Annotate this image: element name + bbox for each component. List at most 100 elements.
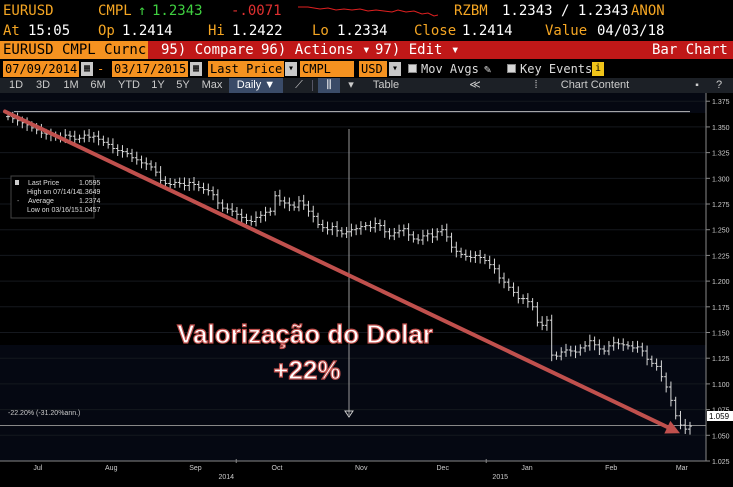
compare-menu[interactable]: 95) Compare: [161, 41, 254, 59]
compare-num: 95): [161, 42, 187, 58]
date-separator: -: [97, 62, 105, 76]
price-bar: [211, 186, 216, 201]
chart-type[interactable]: Bar Chart: [652, 42, 728, 58]
price-bar: [492, 258, 497, 274]
price-bar: [425, 229, 430, 242]
end-date-field[interactable]: 03/17/2015: [112, 61, 188, 77]
calendar-icon[interactable]: ▦: [81, 62, 93, 76]
price-bar: [420, 229, 425, 245]
table-button[interactable]: Table: [372, 79, 400, 91]
annotation-title: Valorização do Dolar: [177, 319, 433, 349]
price-bar: [578, 344, 583, 356]
price-bar: [158, 166, 163, 186]
edit-arrow-icon[interactable]: ▾: [451, 42, 460, 58]
price-bar: [192, 176, 196, 191]
line-chart-icon[interactable]: ⟋: [295, 79, 303, 91]
price-bar: [678, 410, 683, 430]
price-bar: [664, 372, 669, 393]
legend-low-value: 1.0457: [79, 207, 101, 214]
price-bar: [516, 286, 521, 304]
price-bar: [296, 196, 301, 212]
help-icon[interactable]: ?: [715, 79, 723, 91]
ticker[interactable]: EURUSD: [3, 3, 54, 19]
range-ytd[interactable]: YTD: [118, 79, 140, 91]
price-bar: [335, 221, 340, 237]
price-bar: [463, 249, 468, 261]
x-tick-label: Mar: [676, 465, 689, 472]
y-tick-label: 1.275: [712, 202, 730, 209]
range-1d[interactable]: 1D: [8, 79, 24, 91]
period-select[interactable]: Daily ▼: [229, 78, 283, 93]
price-bar: [387, 228, 392, 240]
legend-average-value: 1.2374: [79, 198, 101, 205]
price-bar: [120, 145, 125, 158]
dropdown-icon[interactable]: ▾: [389, 62, 401, 76]
price-bar: [292, 201, 297, 211]
mov-avgs-checkbox[interactable]: [408, 64, 417, 73]
price-bar: [478, 249, 483, 264]
value-date: 04/03/18: [597, 23, 665, 39]
price-bar: [101, 135, 106, 146]
price-bar: [287, 197, 292, 212]
collapse-icon[interactable]: ≪: [469, 79, 481, 91]
currency-field[interactable]: USD: [359, 61, 387, 77]
high-label: Hi: [208, 23, 225, 39]
price-bar: [406, 223, 411, 241]
price-bar: [363, 222, 368, 231]
chart-content-button[interactable]: Chart Content: [560, 79, 630, 91]
grip-icon[interactable]: ⁞: [534, 79, 538, 91]
price-bar: [325, 221, 330, 235]
price-bar: [511, 282, 516, 297]
price-bar: [459, 247, 464, 258]
actions-menu[interactable]: 96) Actions ▾: [261, 41, 371, 59]
edit-menu[interactable]: 97) Edit: [375, 41, 442, 59]
range-1y[interactable]: 1Y: [151, 79, 165, 91]
source-field[interactable]: CMPL: [300, 61, 354, 77]
range-3d[interactable]: 3D: [35, 79, 51, 91]
legend-average-label: Average: [28, 198, 54, 205]
trend-arrowhead-icon: [664, 420, 680, 434]
price-bar: [597, 339, 602, 356]
bar-chart-icon[interactable]: ⫼: [318, 78, 340, 93]
price-bar: [349, 223, 354, 237]
field-select[interactable]: Last Price: [208, 61, 284, 77]
x-year-label: 2014: [218, 474, 234, 481]
dropdown-icon[interactable]: ▾: [285, 62, 297, 76]
value-label: Value: [545, 23, 588, 39]
start-date-field[interactable]: 07/09/2014: [3, 61, 79, 77]
price-bar: [258, 211, 263, 223]
price-bar: [688, 421, 692, 435]
info-icon[interactable]: i: [592, 62, 604, 76]
key-events-checkbox[interactable]: [507, 64, 516, 73]
price-bar: [234, 206, 239, 220]
calendar-icon[interactable]: ▦: [190, 62, 202, 76]
price-chart[interactable]: 1.375 1.350 1.325 1.300 1.275 1.250 1.225 1.200…: [0, 93, 733, 487]
y-tick-label: 1.300: [712, 176, 730, 183]
range-6m[interactable]: 6M: [90, 79, 106, 91]
price-bar: [182, 177, 187, 191]
price-bar: [277, 189, 282, 206]
price-bar: [530, 298, 535, 311]
dropdown-icon[interactable]: ▾: [348, 79, 354, 91]
range-max[interactable]: Max: [201, 79, 223, 91]
price-bar: [430, 228, 435, 243]
pencil-icon[interactable]: ✎: [484, 62, 492, 76]
x-tick-label: Dec: [437, 465, 450, 472]
anon-label: ANON: [631, 3, 665, 19]
price-bar: [273, 190, 278, 216]
price-bar: [635, 340, 640, 353]
security-title[interactable]: EURUSD CMPL Curnc: [0, 41, 148, 59]
price-bar: [611, 336, 616, 351]
last-price: 1.2343: [152, 3, 203, 19]
range-1m[interactable]: 1M: [63, 79, 79, 91]
at-time: 15:05: [28, 23, 71, 39]
legend-low-label: Low on 03/16/15: [27, 207, 79, 214]
price-bar: [468, 250, 473, 263]
menu-bar: EURUSD CMPL Curnc 95) Compare 96) Action…: [0, 41, 733, 59]
range-5y[interactable]: 5Y: [176, 79, 190, 91]
x-axis: Jul Aug Sep Oct Nov Dec Jan Feb Mar 2014 2015: [33, 459, 689, 481]
price-bar: [254, 211, 258, 227]
price-bar: [654, 358, 659, 371]
settings-icon[interactable]: ▪: [695, 80, 699, 91]
price-bar: [592, 336, 597, 351]
